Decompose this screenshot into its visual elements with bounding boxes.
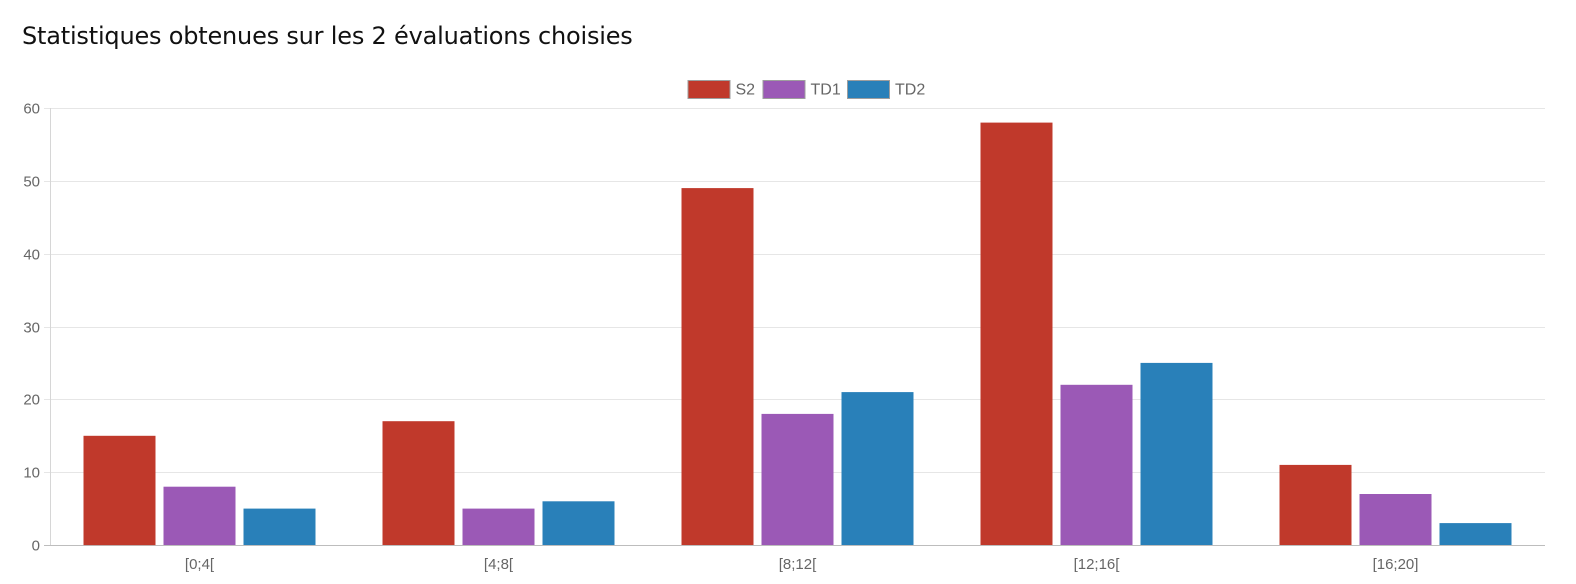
legend-item-td2[interactable]: TD2 — [847, 80, 926, 99]
legend[interactable]: S2 TD1 TD2 — [687, 80, 926, 99]
y-tick-label: 20 — [23, 392, 40, 409]
bar-s2-0[interactable] — [83, 435, 156, 546]
bar-td1-2[interactable] — [761, 413, 834, 545]
bar-s2-2[interactable] — [681, 188, 754, 545]
y-tick-label: 10 — [23, 465, 40, 482]
y-tick-label: 0 — [32, 538, 40, 555]
y-tick-label: 50 — [23, 174, 40, 191]
bar-td1-1[interactable] — [462, 508, 535, 545]
bar-s2-4[interactable] — [1279, 464, 1352, 545]
bar-td2-4[interactable] — [1439, 523, 1512, 545]
bars — [83, 122, 1512, 546]
bar-td2-0[interactable] — [243, 508, 316, 545]
x-tick-label: [4;8[ — [484, 556, 514, 573]
legend-item-td1[interactable]: TD1 — [762, 80, 841, 99]
legend-label: TD2 — [895, 82, 925, 99]
legend-swatch — [762, 80, 806, 99]
legend-label: S2 — [736, 82, 756, 99]
axes — [50, 108, 1545, 546]
y-tick-label: 60 — [23, 101, 40, 118]
bar-td2-3[interactable] — [1140, 362, 1213, 545]
bar-td1-3[interactable] — [1060, 384, 1133, 545]
bar-s2-1[interactable] — [382, 421, 455, 545]
legend-swatch — [687, 80, 731, 99]
x-tick-label: [16;20] — [1373, 556, 1419, 573]
legend-swatch — [847, 80, 890, 99]
x-tick-label: [12;16[ — [1074, 556, 1121, 573]
tick-labels: 0 10 20 30 40 50 60 [0;4[ [4;8[ [8;12[ [12;16[ [16;… — [23, 101, 1418, 574]
x-tick-label: [0;4[ — [185, 556, 215, 573]
bar-td2-1[interactable] — [542, 501, 615, 545]
bar-td1-0[interactable] — [163, 486, 236, 545]
bar-td1-4[interactable] — [1359, 494, 1432, 545]
legend-item-s2[interactable]: S2 — [687, 80, 756, 99]
bar-td2-2[interactable] — [841, 392, 914, 545]
y-tick-label: 40 — [23, 247, 40, 264]
y-tick-label: 30 — [23, 320, 40, 337]
legend-label: TD1 — [811, 82, 841, 99]
bar-s2-3[interactable] — [980, 122, 1053, 545]
x-tick-label: [8;12[ — [779, 556, 817, 573]
page-title: Statistiques obtenues sur les 2 évaluati… — [22, 22, 633, 50]
